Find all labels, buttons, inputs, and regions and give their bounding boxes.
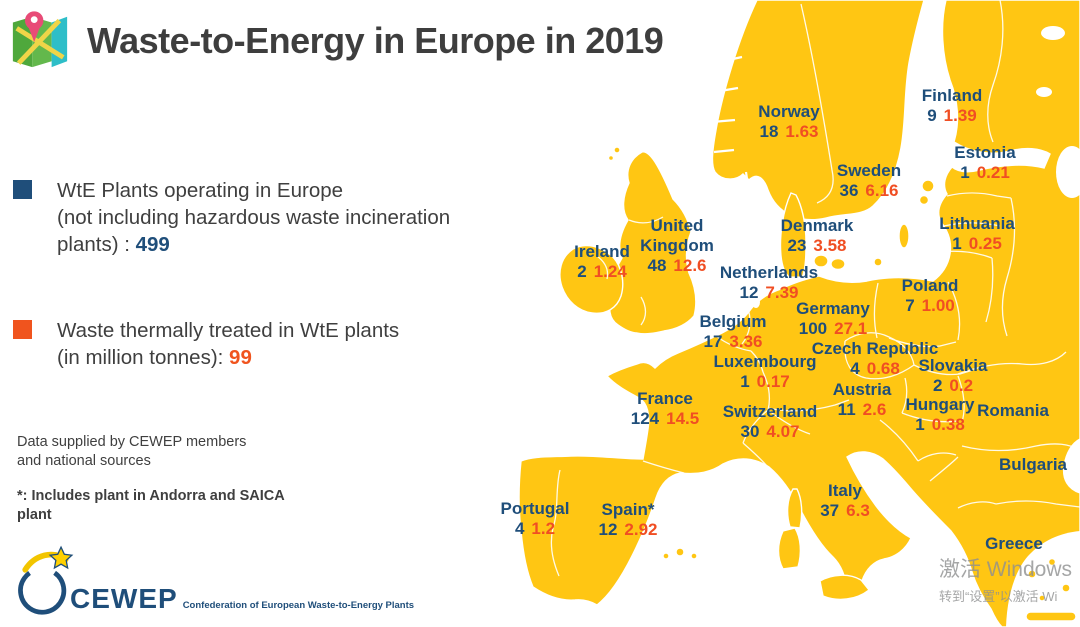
plants-total: 499 — [135, 233, 170, 256]
country-label-hungary: Hungary 1 0.38 — [905, 395, 975, 434]
map-island-crete — [1025, 611, 1077, 622]
map-island-sicily — [819, 574, 870, 601]
map-icon — [12, 11, 68, 68]
country-label-luxembourg: Luxembourg 1 0.17 — [713, 352, 817, 391]
country-label-czech-republic: Czech Republic 4 0.68 — [811, 339, 939, 378]
map-lake-2 — [1036, 87, 1052, 97]
country-label-germany: Germany 100 27.1 — [796, 299, 870, 338]
legend-plants: WtE Plants operating in Europe (not incl… — [13, 177, 450, 258]
country-label-poland: Poland 7 1.00 — [901, 276, 959, 315]
country-label-bulgaria: Bulgaria — [998, 455, 1068, 474]
map-island-funen — [830, 257, 846, 271]
map-island-aegean-2 — [1047, 557, 1057, 567]
legend-tonnes: Waste thermally treated in WtE plants (i… — [13, 317, 399, 371]
country-label-norway: Norway 18 1.63 — [758, 102, 820, 141]
country-label-switzerland: Switzerland 30 4.07 — [722, 402, 818, 441]
legend-plants-line3: plants) : — [57, 233, 136, 256]
map-land-great-britain — [609, 151, 697, 335]
country-label-france: France 124 14.5 — [630, 389, 700, 428]
country-label-italy: Italy 37 6.3 — [820, 481, 870, 520]
map-sea-ijsselmeer — [752, 296, 760, 308]
map-island-aegean-1 — [1027, 569, 1037, 579]
legend-plants-line1: WtE Plants operating in Europe — [57, 179, 344, 202]
cewep-wordmark: CEWEP — [70, 583, 178, 614]
cewep-tagline: Confederation of European Waste-to-Energ… — [182, 600, 415, 611]
country-label-finland: Finland 9 1.39 — [921, 86, 983, 125]
country-label-austria: Austria 11 2.6 — [832, 380, 892, 419]
map-land-mainland — [518, 0, 1080, 627]
legend-tonnes-line1: Waste thermally treated in WtE plants — [57, 319, 400, 342]
map-island-balearic-1 — [662, 552, 670, 560]
tonnes-color-swatch — [13, 320, 32, 339]
map-island-balearic-3 — [690, 552, 698, 560]
map-lake-peipus — [1056, 146, 1080, 198]
asterisk-footnote: *: Includes plant in Andorra and SAICA p… — [17, 488, 285, 523]
country-label-netherlands: Netherlands 12 7.39 — [719, 263, 819, 302]
country-label-lithuania: Lithuania 1 0.25 — [939, 214, 1015, 253]
map-island-gotland — [898, 223, 910, 249]
country-label-romania: Romania — [977, 401, 1049, 420]
map-island-zealand — [813, 254, 829, 268]
map-island-hiiumaa — [918, 194, 930, 206]
map-island-balearic-2 — [675, 547, 685, 557]
windows-activation-watermark: 激活 Windows 转到“设置”以激活 Wi — [938, 558, 1072, 604]
page-title: Waste-to-Energy in Europe in 2019 — [87, 20, 664, 61]
cewep-logo: CEWEP Confederation of European Waste-to… — [12, 545, 414, 621]
country-label-spain: Spain* 12 2.92 — [598, 500, 658, 539]
legend-tonnes-line2: (in million tonnes): — [57, 346, 230, 369]
country-label-sweden: Sweden 36 6.16 — [836, 161, 902, 200]
legend-plants-line2: (not including hazardous waste incinerat… — [57, 206, 451, 229]
data-source-note: Data supplied by CEWEP members and natio… — [17, 434, 247, 469]
plants-color-swatch — [13, 180, 32, 199]
country-label-estonia: Estonia 1 0.21 — [954, 143, 1016, 182]
map-island-aegean-4 — [1038, 594, 1046, 602]
map-island-hebrides-2 — [607, 154, 615, 162]
map-island-sardinia — [777, 527, 802, 570]
country-label-slovakia: Slovakia 2 0.2 — [918, 356, 988, 395]
country-label-ireland: Ireland 2 1.24 — [574, 242, 630, 281]
country-label-belgium: Belgium 17 3.36 — [699, 312, 767, 351]
cewep-logo-icon — [18, 545, 74, 615]
tonnes-total: 99 — [229, 346, 252, 369]
map-land-denmark — [779, 192, 807, 279]
country-label-united-kingdom: United Kingdom 48 12.6 — [640, 216, 714, 275]
map-island-bornholm — [873, 257, 883, 267]
map-island-corsica — [786, 488, 803, 529]
map-island-saaremaa — [921, 179, 935, 193]
map-sea-aegean — [1006, 531, 1080, 627]
map-island-aegean-3 — [1061, 583, 1071, 593]
country-label-greece: Greece — [985, 534, 1043, 553]
map-land-ireland — [559, 244, 624, 315]
map-island-hebrides — [613, 146, 621, 154]
map-lake-1 — [1041, 26, 1065, 40]
country-label-portugal: Portugal 4 1.2 — [500, 499, 570, 538]
country-label-denmark: Denmark 23 3.58 — [780, 216, 854, 255]
map-country-borders — [550, 0, 1080, 577]
map-fjords — [711, 55, 750, 187]
